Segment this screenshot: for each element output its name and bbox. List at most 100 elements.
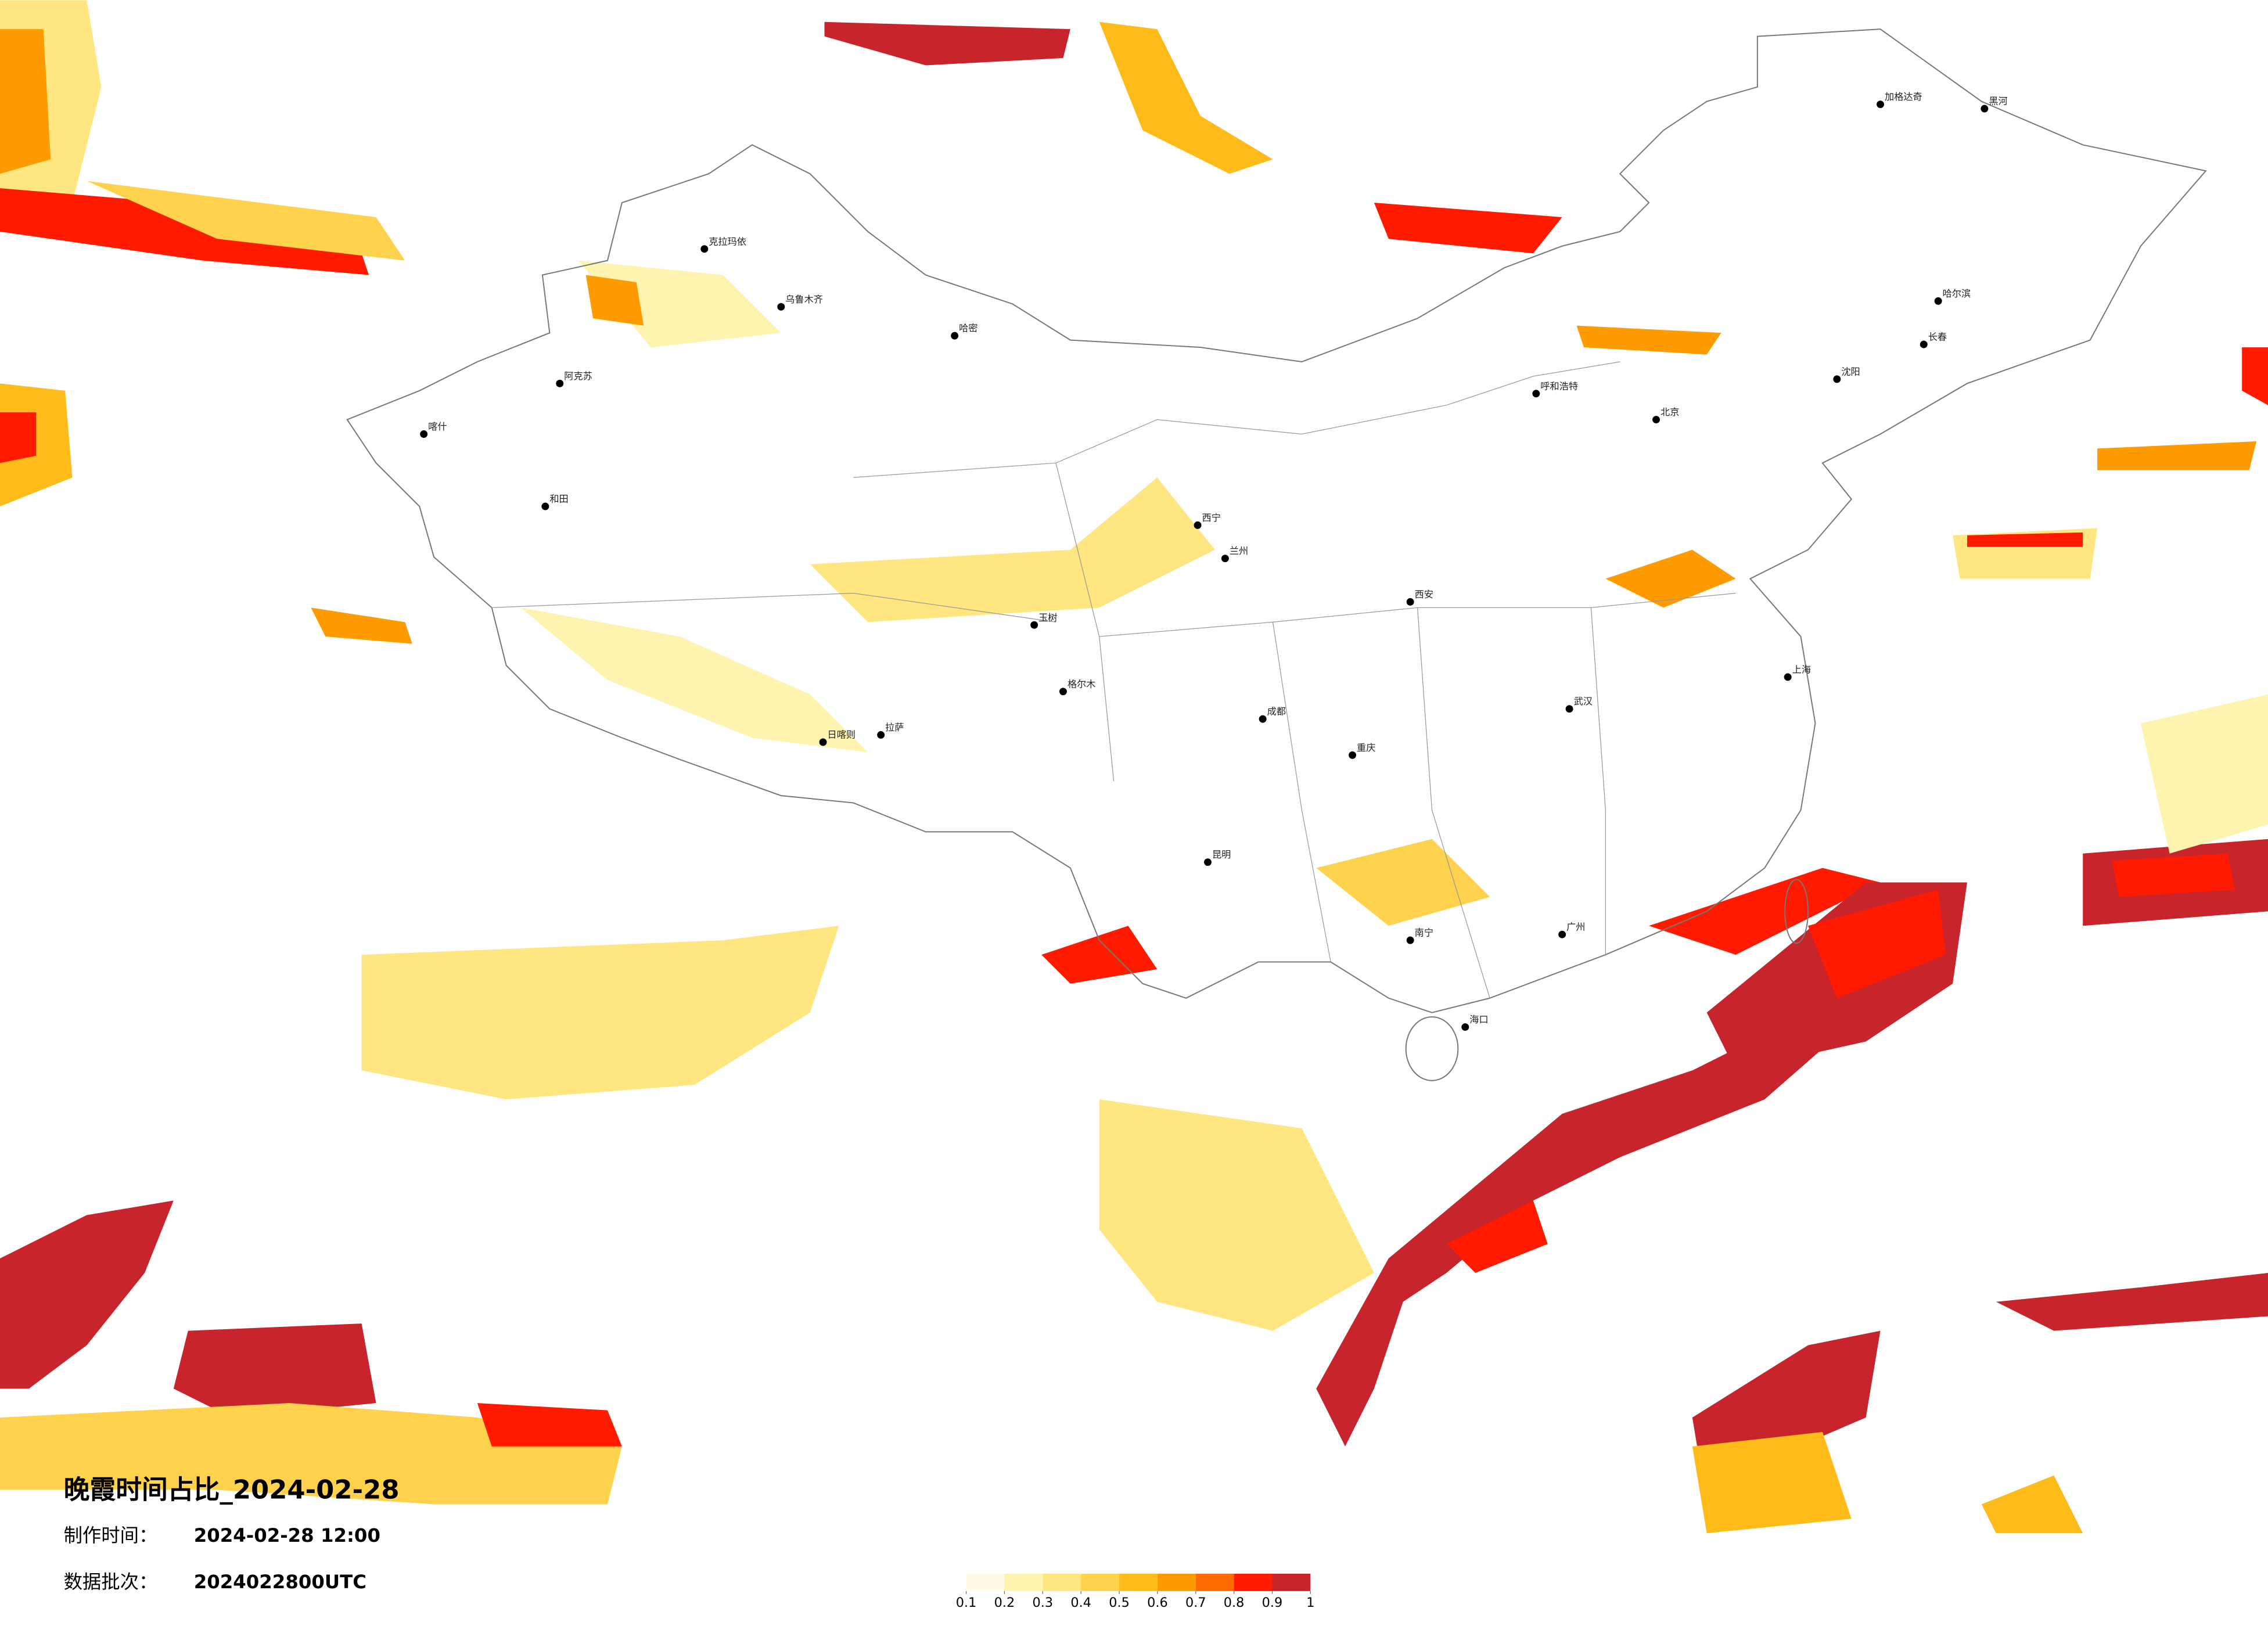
- province-border: [491, 361, 1736, 998]
- region: [1576, 325, 1721, 355]
- region: [311, 607, 412, 644]
- city-dot: [420, 430, 428, 438]
- city-dot: [700, 245, 709, 253]
- region: [1316, 998, 1881, 1447]
- city-label: 格尔木: [1067, 678, 1096, 689]
- region: [1316, 839, 1490, 926]
- legend-swatch: [966, 1573, 1005, 1591]
- city-label: 哈密: [959, 323, 977, 334]
- region: [1099, 1099, 1374, 1331]
- city-label: 哈尔滨: [1943, 288, 1971, 299]
- legend: 0.1 0.2 0.3 0.4 0.5 0.6 0.7 0.8 0.9 1: [956, 1573, 1314, 1610]
- city-label: 长春: [1928, 332, 1947, 343]
- city-dot: [951, 332, 959, 340]
- region: [0, 188, 369, 275]
- legend-tick-label: 0.5: [1109, 1595, 1130, 1610]
- city-label: 南宁: [1415, 927, 1433, 938]
- region: [173, 1323, 376, 1418]
- region: [1808, 889, 1946, 998]
- region: [1967, 532, 2083, 547]
- region: [585, 275, 644, 326]
- city-label: 拉萨: [885, 722, 904, 733]
- city-dot: [1833, 375, 1841, 383]
- region: [520, 607, 868, 753]
- city-dot: [1221, 555, 1229, 563]
- city-dot: [819, 738, 827, 746]
- city-label: 日喀则: [828, 729, 856, 740]
- region: [1446, 1200, 1548, 1273]
- city-dot: [1981, 105, 1989, 113]
- legend-swatch: [1272, 1573, 1311, 1591]
- city-label: 西宁: [1202, 512, 1221, 523]
- city-dot: [1532, 390, 1540, 398]
- legend-tick-label: 0.8: [1224, 1595, 1245, 1610]
- city-dot: [1565, 705, 1573, 713]
- city-label: 和田: [549, 494, 568, 505]
- region: [2140, 694, 2268, 854]
- city-dot: [1652, 416, 1660, 424]
- city-label: 玉树: [1038, 612, 1057, 623]
- legend-swatch: [1195, 1573, 1234, 1591]
- region: [0, 412, 37, 463]
- borders: [346, 28, 2207, 1081]
- region: [1099, 21, 1273, 174]
- hainan: [1405, 1016, 1459, 1081]
- city-label: 西安: [1415, 589, 1433, 600]
- city-dot: [1204, 858, 1212, 866]
- region: [0, 1200, 174, 1389]
- title: 晚霞时间占比_2024-02-28: [64, 1474, 400, 1505]
- region: [2112, 853, 2235, 897]
- city-dot: [1920, 340, 1928, 348]
- city-dot: [877, 731, 885, 739]
- legend-swatch: [1004, 1573, 1043, 1591]
- city-label: 克拉玛依: [709, 236, 746, 247]
- city-dot: [1934, 297, 1942, 305]
- region: [1374, 203, 1562, 254]
- city-label: 兰州: [1230, 545, 1248, 556]
- legend-tick-label: 0.3: [1033, 1595, 1054, 1610]
- city-label: 重庆: [1357, 742, 1375, 753]
- legend-swatch: [1119, 1573, 1158, 1591]
- city-label: 阿克苏: [564, 370, 592, 382]
- region: [0, 1403, 622, 1505]
- region: [2242, 347, 2268, 405]
- city-label: 上海: [1792, 664, 1811, 675]
- legend-swatch: [1157, 1573, 1196, 1591]
- city-label: 呼和浩特: [1540, 380, 1578, 391]
- city-dot: [777, 303, 785, 311]
- city-dot: [1558, 930, 1566, 938]
- legend-swatch: [1081, 1573, 1120, 1591]
- region: [1981, 1475, 2083, 1534]
- city-dot: [1030, 621, 1038, 629]
- city-dot: [1406, 598, 1414, 606]
- city-dot: [1784, 673, 1792, 681]
- legend-tick-label: 0.7: [1185, 1595, 1206, 1610]
- region: [2097, 441, 2257, 470]
- city-label: 成都: [1267, 706, 1286, 717]
- city-label: 乌鲁木齐: [785, 294, 823, 305]
- region: [477, 1403, 622, 1447]
- region: [1649, 868, 1881, 955]
- region: [1041, 926, 1158, 984]
- legend-swatch: [1043, 1573, 1081, 1591]
- cloud-layer: [0, 0, 2268, 1534]
- city-dot: [1461, 1023, 1469, 1031]
- region: [0, 29, 51, 174]
- region: [810, 477, 1215, 623]
- region: [1996, 1272, 2268, 1331]
- city-dot: [1194, 521, 1202, 529]
- city-label: 昆明: [1212, 849, 1231, 860]
- country-border: [346, 28, 2207, 1013]
- legend-tick-label: 1: [1306, 1595, 1314, 1610]
- batch: 2024022800UTC: [194, 1571, 366, 1593]
- city-dot: [1406, 936, 1414, 944]
- city-dot: [1877, 100, 1885, 109]
- region: [1605, 549, 1736, 608]
- region: [1692, 1431, 1852, 1534]
- city-dot: [1349, 751, 1357, 759]
- city-label: 武汉: [1574, 696, 1593, 707]
- legend-tick-label: 0.9: [1262, 1595, 1283, 1610]
- legend-tick-label: 0.6: [1147, 1595, 1168, 1610]
